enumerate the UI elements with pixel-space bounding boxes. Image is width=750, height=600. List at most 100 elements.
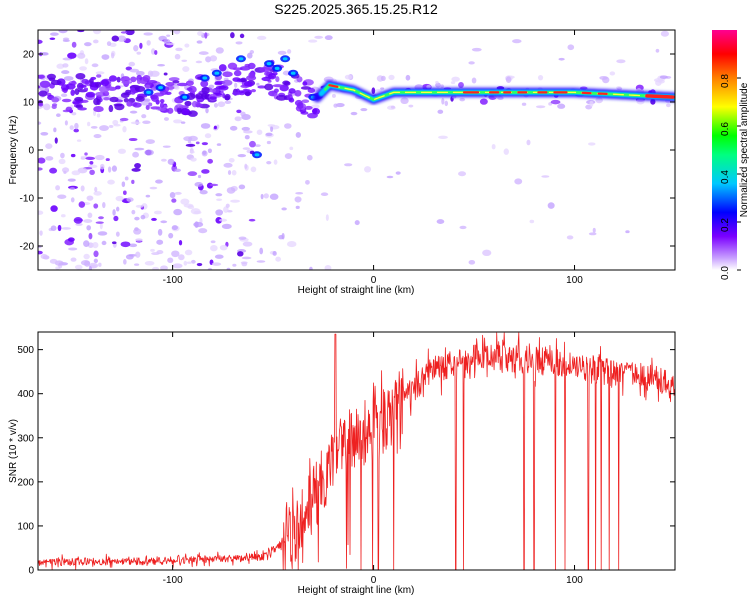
spectrogram-speckle bbox=[183, 203, 194, 208]
spectrogram-speckle bbox=[216, 124, 220, 129]
spectrogram-speckle bbox=[320, 192, 329, 197]
colorbar: 0.0 0.2 0.4 0.6 0.8 Normalized spectral ampl… bbox=[712, 30, 750, 280]
colorbar-tick-label: 0.8 bbox=[720, 74, 731, 88]
spectrogram-band-speckle bbox=[187, 110, 198, 117]
spectrogram-speckle bbox=[105, 158, 110, 162]
spectrogram-speckle bbox=[133, 45, 139, 52]
spectrogram-band-speckle bbox=[176, 82, 188, 87]
spectrogram-speckle bbox=[216, 143, 222, 146]
spectrogram-speckle bbox=[459, 97, 466, 102]
spectrogram-speckle bbox=[64, 120, 68, 126]
spectrogram-speckle bbox=[60, 93, 68, 98]
spectrogram-speckle bbox=[237, 251, 244, 257]
ridge-yellow-core bbox=[328, 84, 672, 101]
spectrogram-speckle bbox=[161, 158, 167, 162]
spectrogram-speckle bbox=[260, 193, 264, 200]
spectrogram-speckle bbox=[226, 187, 236, 194]
spectrogram-speckle bbox=[541, 175, 550, 178]
spectrogram-speckle bbox=[344, 163, 353, 167]
spectrogram-band-speckle bbox=[109, 96, 119, 103]
spectrogram-speckle bbox=[156, 239, 164, 245]
spectrogram-speckle bbox=[143, 32, 153, 36]
spectrogram-speckle bbox=[171, 250, 180, 258]
spectrogram-band-speckle bbox=[259, 66, 270, 73]
spectrogram-speckle bbox=[89, 160, 94, 165]
spectrogram-hotspot-core bbox=[274, 66, 280, 70]
spectrogram-band-speckle bbox=[150, 106, 161, 110]
spectrogram-speckle bbox=[178, 240, 183, 246]
y-tick-label: 500 bbox=[17, 345, 34, 356]
spectrogram-speckle bbox=[211, 262, 222, 266]
spectrogram-band-speckle bbox=[60, 84, 70, 91]
spectrogram-band-speckle bbox=[264, 83, 274, 91]
spectrogram-ridge bbox=[312, 80, 675, 105]
spectrogram-speckle bbox=[163, 38, 171, 45]
spectrogram-speckle bbox=[281, 207, 287, 211]
spectrogram-speckle bbox=[471, 77, 477, 84]
spectrogram-hotspot-core bbox=[282, 57, 288, 61]
spectrogram-speckle bbox=[241, 262, 248, 267]
spectrogram-speckle bbox=[135, 70, 145, 76]
spectrogram-speckle bbox=[129, 68, 140, 73]
spectrogram-speckle bbox=[121, 181, 126, 188]
spectrogram-hotspot-core bbox=[266, 62, 272, 66]
spectrogram-band-speckle bbox=[38, 102, 44, 107]
spectrogram-speckle bbox=[180, 121, 186, 124]
spectrogram-speckle bbox=[215, 209, 224, 216]
colorbar-gradient bbox=[712, 30, 737, 270]
spectrogram-speckle bbox=[273, 159, 278, 165]
spectrogram-speckle bbox=[100, 163, 105, 170]
spectrogram-speckle bbox=[146, 40, 151, 46]
spectrogram-speckle bbox=[38, 121, 42, 125]
spectrogram-speckle bbox=[230, 199, 241, 203]
spectrogram-speckle bbox=[83, 219, 93, 223]
y-tick-label: 0 bbox=[28, 566, 34, 577]
spectrogram-speckle bbox=[223, 162, 233, 168]
spectrogram-speckle bbox=[113, 123, 121, 127]
spectrogram-speckle bbox=[61, 167, 70, 173]
spectrogram-speckle bbox=[77, 30, 85, 33]
spectrogram-speckle bbox=[129, 110, 138, 114]
spectrogram-speckle bbox=[160, 265, 168, 270]
spectrogram-speckle bbox=[134, 162, 141, 169]
spectrogram-band-speckle bbox=[79, 84, 87, 88]
spectrogram-hotspot-core bbox=[290, 71, 296, 75]
spectrogram-speckle bbox=[49, 167, 58, 174]
spectrogram-band-speckle bbox=[38, 85, 41, 89]
spectrogram-band-speckle bbox=[222, 71, 233, 78]
spectrogram-speckle bbox=[242, 147, 250, 150]
spectrogram-speckle bbox=[132, 151, 139, 158]
spectrogram-band-speckle bbox=[136, 79, 142, 85]
spectrogram-speckle bbox=[232, 263, 237, 267]
spectrogram-speckle bbox=[88, 232, 93, 240]
spectrogram-speckle bbox=[178, 254, 185, 261]
spectrogram-speckle bbox=[142, 120, 151, 125]
spectrogram-band-speckle bbox=[248, 71, 256, 79]
spectrogram-speckle bbox=[311, 104, 320, 109]
spectrogram-speckle bbox=[57, 194, 67, 199]
spectrogram-band-speckle bbox=[176, 106, 182, 115]
spectrogram-speckle bbox=[187, 171, 198, 177]
spectrogram-speckle bbox=[80, 185, 85, 192]
spectrogram-speckle bbox=[173, 208, 183, 216]
y-tick-label: -20 bbox=[20, 242, 35, 253]
spectrogram-band-speckle bbox=[103, 97, 110, 101]
spectrogram-band-speckle bbox=[257, 85, 266, 89]
spectrogram-band-speckle bbox=[224, 93, 231, 101]
spectrogram-speckle bbox=[239, 33, 245, 39]
spectrogram-speckle bbox=[426, 85, 431, 89]
spectrogram-speckle bbox=[93, 258, 98, 264]
spectrogram-speckle bbox=[197, 31, 204, 36]
spectrogram-speckle bbox=[204, 133, 212, 139]
spectrogram-speckle bbox=[188, 135, 198, 142]
spectrogram-speckle bbox=[360, 108, 368, 112]
spectrogram-speckle bbox=[375, 88, 383, 92]
spectrogram-speckle bbox=[468, 61, 475, 65]
colorbar-tick-label: 0.0 bbox=[720, 266, 731, 280]
spectrogram-band-speckle bbox=[300, 86, 312, 90]
spectrogram-speckle bbox=[84, 260, 90, 267]
spectrogram-speckle bbox=[440, 84, 444, 88]
spectrogram-speckle bbox=[173, 30, 181, 35]
spectrogram-speckle bbox=[201, 169, 210, 174]
spectrogram-speckle bbox=[67, 52, 77, 59]
